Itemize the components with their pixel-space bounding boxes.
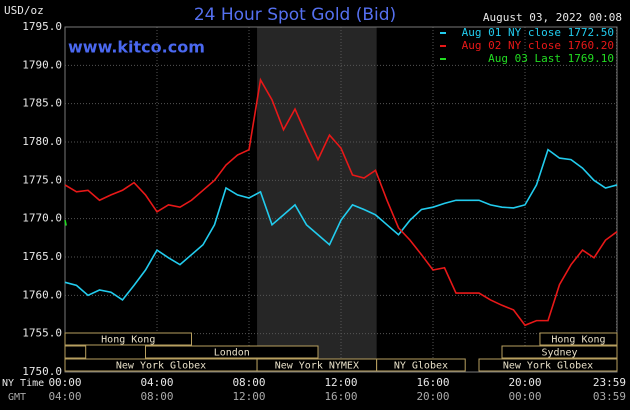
x2-tick-label: 00:00 <box>508 390 541 403</box>
y-tick-label: 1780.0 <box>22 135 62 148</box>
legend-label: Aug 01 NY close 1772.50 <box>462 26 614 39</box>
legend-swatch <box>440 32 446 34</box>
session-box <box>501 345 618 359</box>
x-axis-label: NY Time <box>2 378 44 389</box>
y-tick-label: 1790.0 <box>22 58 62 71</box>
x2-tick-label: 03:59 <box>593 390 626 403</box>
session-label: New York Globex <box>503 361 593 372</box>
y-tick-label: 1750.0 <box>22 365 62 378</box>
x-tick-label: 20:00 <box>508 376 541 389</box>
y-tick-label: 1795.0 <box>22 20 62 33</box>
y-tick-label: 1775.0 <box>22 173 62 186</box>
session-label: NY Globex <box>394 361 448 372</box>
y-tick-label: 1770.0 <box>22 212 62 225</box>
session-box <box>478 358 618 372</box>
x2-tick-label: 16:00 <box>324 390 357 403</box>
session-box <box>376 358 466 372</box>
session-label: London <box>214 348 250 359</box>
legend-label: Aug 03 Last 1769.10 <box>488 52 614 65</box>
legend-swatch <box>440 45 446 47</box>
chart-title: 24 Hour Spot Gold (Bid) <box>194 5 396 25</box>
legend-label: Aug 02 NY close 1760.20 <box>462 39 614 52</box>
x2-tick-label: 04:00 <box>48 390 81 403</box>
session-box <box>64 345 87 359</box>
series-line <box>64 148 618 302</box>
session-box <box>64 332 192 346</box>
session-box <box>145 345 319 359</box>
x2-tick-label: 08:00 <box>140 390 173 403</box>
session-label: New York Globex <box>116 361 206 372</box>
x-tick-label: 08:00 <box>232 376 265 389</box>
x-tick-label: 23:59 <box>593 376 626 389</box>
y-tick-label: 1760.0 <box>22 288 62 301</box>
session-label: Hong Kong <box>551 335 605 346</box>
session-label: Sydney <box>541 348 577 359</box>
plot-frame <box>64 26 618 373</box>
highlight-band <box>257 27 377 372</box>
session-label: Hong Kong <box>101 335 155 346</box>
timestamp: August 03, 2022 00:08 <box>483 11 622 24</box>
series-line <box>64 220 67 226</box>
site-label: www.kitco.com <box>68 38 205 57</box>
legend-swatch <box>440 58 446 60</box>
x2-tick-label: 20:00 <box>416 390 449 403</box>
x-tick-label: 16:00 <box>416 376 449 389</box>
x2-tick-label: 12:00 <box>232 390 265 403</box>
y-axis-label: USD/oz <box>4 4 44 17</box>
x-tick-label: 04:00 <box>140 376 173 389</box>
y-tick-label: 1765.0 <box>22 250 62 263</box>
x-tick-label: 12:00 <box>324 376 357 389</box>
x2-axis-label: GMT <box>8 392 26 403</box>
y-tick-label: 1755.0 <box>22 327 62 340</box>
y-tick-label: 1785.0 <box>22 97 62 110</box>
series-line <box>64 77 618 327</box>
session-label: New York NYMEX <box>275 361 359 372</box>
x-tick-label: 00:00 <box>48 376 81 389</box>
session-box <box>539 332 618 346</box>
